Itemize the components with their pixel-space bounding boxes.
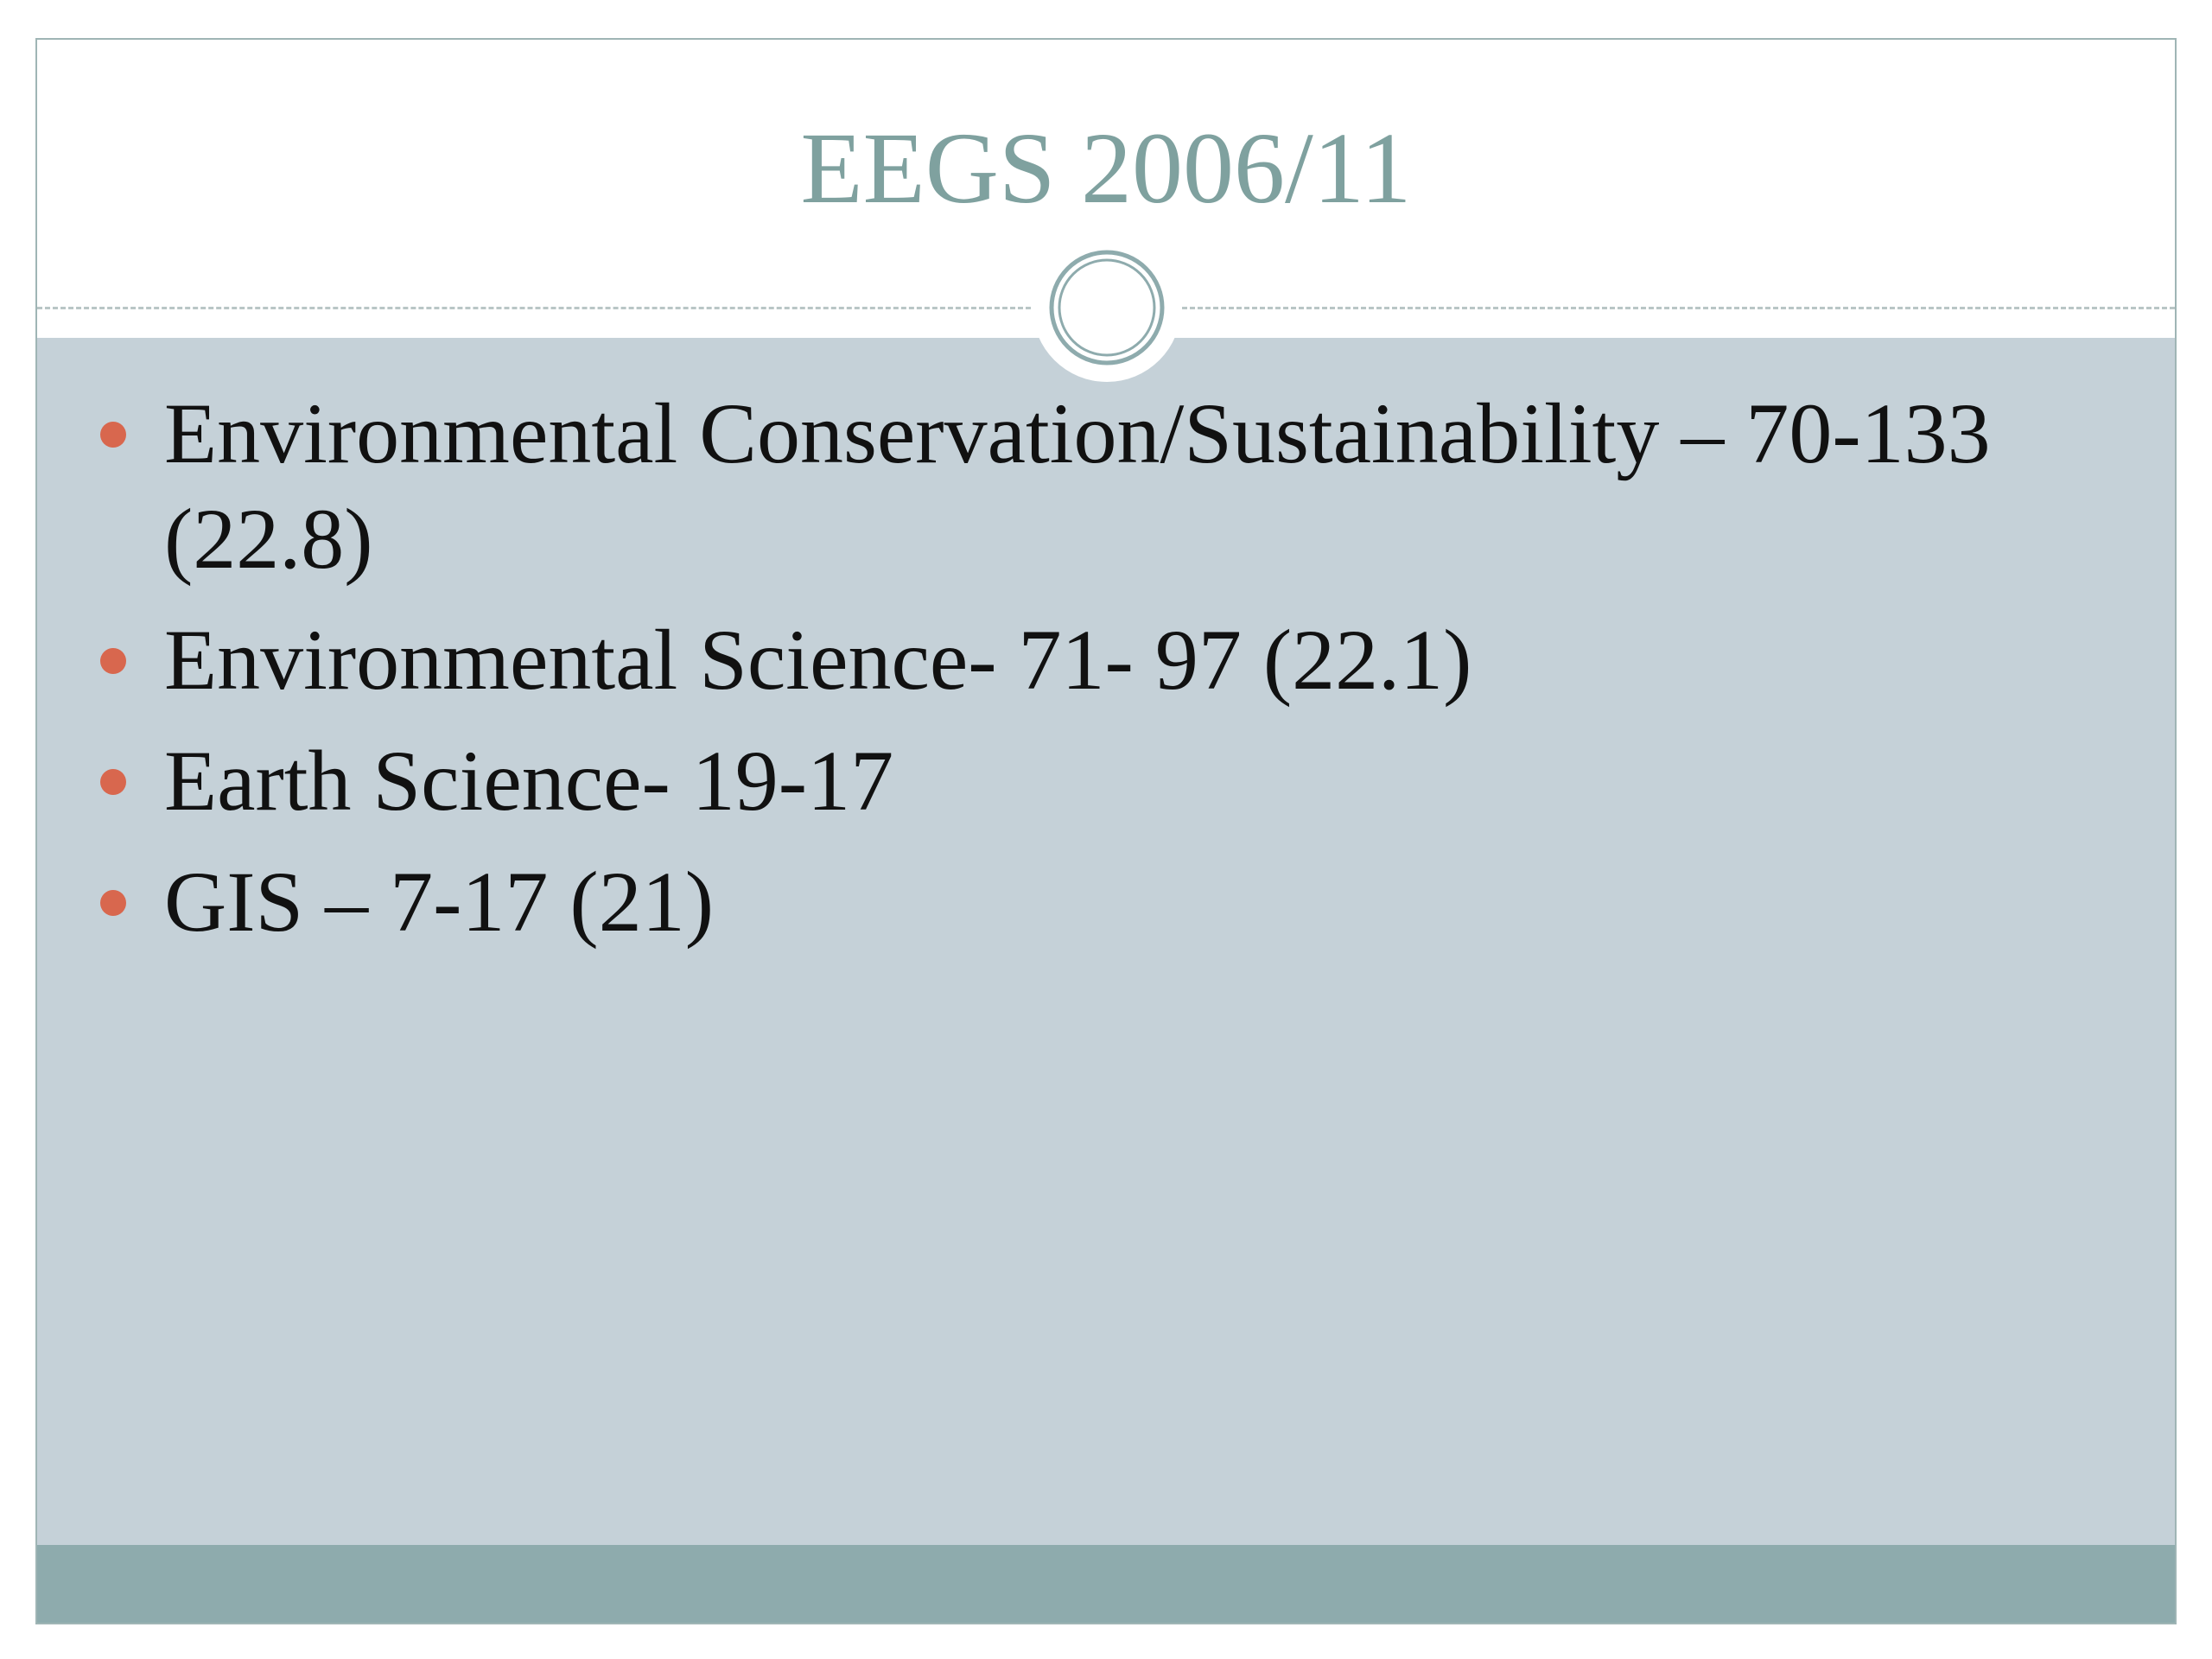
slide-footer (37, 1545, 2175, 1623)
divider-ornament (1033, 233, 1181, 382)
bullet-item: Environmental Science- 71- 97 (22.1) (100, 607, 2031, 713)
divider (1182, 307, 2175, 309)
slide-title: EEGS 2006/11 (800, 111, 1412, 225)
divider (37, 307, 1031, 309)
bullet-item: GIS – 7-17 (21) (100, 849, 2031, 955)
bullet-list: Environmental Conservation/Sustainabilit… (100, 381, 2031, 970)
slide: EEGS 2006/11 Environmental Conservation/… (35, 38, 2177, 1624)
bullet-item: Environmental Conservation/Sustainabilit… (100, 381, 2031, 592)
bullet-item: Earth Science- 19-17 (100, 728, 2031, 834)
